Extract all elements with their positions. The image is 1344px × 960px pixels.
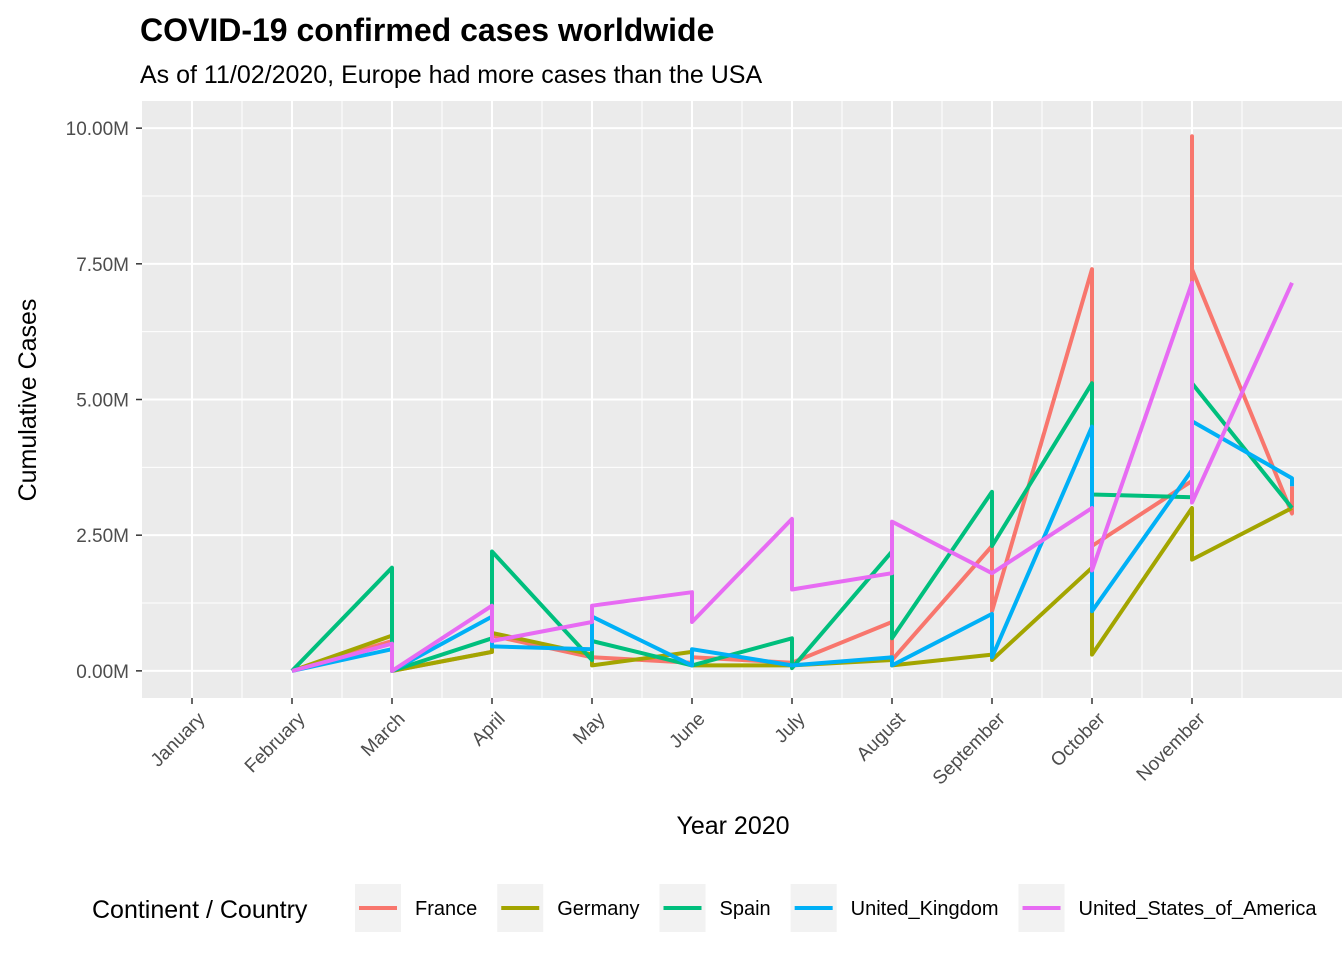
x-tick-label: June <box>666 709 710 753</box>
legend-label-france: France <box>415 898 477 920</box>
legend-label-united-states-of-america: United_States_of_America <box>1079 898 1318 920</box>
chart-title: COVID-19 confirmed cases worldwide <box>140 12 714 48</box>
legend-label-germany: Germany <box>557 898 639 920</box>
x-tick-label: August <box>853 708 910 765</box>
y-tick-label: 2.50M <box>76 526 129 547</box>
x-tick-label: October <box>1047 708 1110 771</box>
series-line-united-states-of-america <box>291 280 1294 673</box>
x-tick-label: September <box>929 708 1010 789</box>
x-tick-label: January <box>147 708 210 771</box>
grid-lines <box>142 101 1342 698</box>
x-tick-label: May <box>569 708 610 749</box>
series-lines <box>290 134 1294 673</box>
x-tick-label: November <box>1133 708 1210 785</box>
y-axis-title: Cumulative Cases <box>14 299 42 502</box>
y-tick-label: 5.00M <box>76 391 129 412</box>
y-tick-label: 7.50M <box>76 255 129 276</box>
x-tick-label: April <box>468 709 510 751</box>
chart-subtitle: As of 11/02/2020, Europe had more cases … <box>140 61 762 89</box>
x-axis-title: Year 2020 <box>676 812 789 840</box>
legend-label-united-kingdom: United_Kingdom <box>851 898 999 920</box>
legend-label-spain: Spain <box>720 898 771 920</box>
legend-title: Continent / Country <box>92 896 308 924</box>
legend: France Germany Spain United_Kingdom United_S… <box>355 884 1317 932</box>
y-tick-label: 0.00M <box>76 662 129 683</box>
x-tick-label: July <box>771 708 810 747</box>
y-tick-label: 10.00M <box>66 119 129 140</box>
x-tick-label: March <box>357 709 409 761</box>
x-tick-label: February <box>241 708 310 777</box>
